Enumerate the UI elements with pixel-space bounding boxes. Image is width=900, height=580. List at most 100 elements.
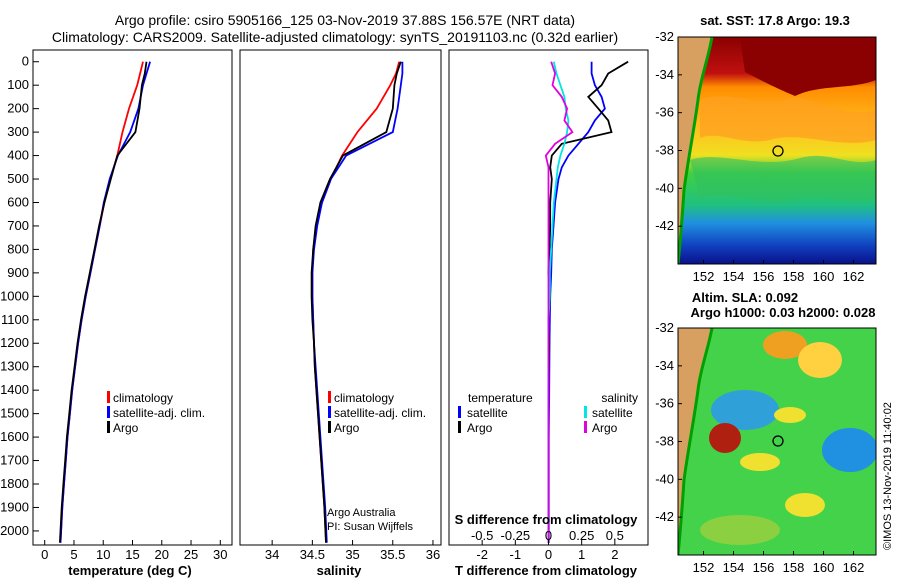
s-diff-tick-label: 0.25 xyxy=(569,528,594,543)
difference-legend-salinity: salinity satellite Argo xyxy=(584,391,638,435)
sla-anomaly xyxy=(763,331,807,359)
sla-anomaly xyxy=(740,453,780,471)
s-diff-tick-label: 0.5 xyxy=(606,528,624,543)
lat-tick-label: -34 xyxy=(655,67,674,82)
legend-swatch-t-argo xyxy=(458,421,461,433)
t-difference-xlabel: T difference from climatology xyxy=(455,563,638,578)
lat-tick-label: -36 xyxy=(655,396,674,411)
legend-swatch-argo xyxy=(328,421,331,433)
lon-tick-label: 156 xyxy=(753,560,775,575)
x-tick-label: 36 xyxy=(426,547,440,562)
series-line-satellite-adj-clim- xyxy=(59,61,151,543)
x-tick-label: 5 xyxy=(70,547,77,562)
s-diff-tick-label: -0.25 xyxy=(501,528,531,543)
sst-map: sat. SST: 17.8 Argo: 19.3 -32 -34 -36 -38 -4… xyxy=(655,13,877,284)
legend-label-argo: Argo xyxy=(334,421,360,435)
legend-title-temperature: temperature xyxy=(468,391,533,405)
legend-title-salinity: salinity xyxy=(601,391,638,405)
sla-anomaly xyxy=(822,428,876,472)
series-line-s-satellite xyxy=(547,61,570,543)
depth-tick-label: 200 xyxy=(7,101,29,116)
lon-tick-label: 160 xyxy=(813,269,835,284)
depth-tick-label: 1400 xyxy=(0,382,29,397)
imos-stamp: ©IMOS 13-Nov-2019 11:40:02 xyxy=(882,402,894,550)
legend-label-t-argo: Argo xyxy=(467,421,493,435)
x-tick-label: 35.5 xyxy=(380,547,405,562)
t-diff-tick-label: 0 xyxy=(545,547,552,562)
legend-label-climatology: climatology xyxy=(334,391,394,405)
depth-tick-label: 1000 xyxy=(0,288,29,303)
salinity-series xyxy=(310,61,404,543)
salinity-x-ticks: 34 34.5 35 35.5 36 xyxy=(265,540,440,562)
sst-front xyxy=(700,96,876,143)
credit-line-1: Argo Australia xyxy=(327,507,396,519)
x-tick-label: 10 xyxy=(96,547,110,562)
x-tick-label: 25 xyxy=(184,547,198,562)
x-tick-label: 15 xyxy=(125,547,139,562)
legend-swatch-s-satellite xyxy=(584,406,587,418)
lon-tick-label: 156 xyxy=(753,269,775,284)
depth-tick-label: 1100 xyxy=(1,312,29,327)
depth-tick-label: 1300 xyxy=(0,359,29,374)
series-line-argo xyxy=(310,61,402,543)
sla-anomaly xyxy=(709,423,741,453)
lon-tick-label: 154 xyxy=(723,560,745,575)
lat-tick-label: -38 xyxy=(655,434,674,449)
depth-tick-label: 300 xyxy=(7,124,29,139)
depth-tick-label: 2000 xyxy=(0,523,29,538)
depth-tick-label: 1700 xyxy=(0,453,29,468)
legend-swatch-t-satellite xyxy=(458,406,461,418)
lon-tick-label: 158 xyxy=(783,269,805,284)
sst-float-marker xyxy=(772,145,784,157)
sla-anomaly xyxy=(785,493,825,517)
x-tick-label: 30 xyxy=(213,547,227,562)
depth-tick-label: 1900 xyxy=(0,499,29,514)
legend-label-satellite: satellite-adj. clim. xyxy=(334,406,426,420)
s-diff-tick-label: 0 xyxy=(545,528,552,543)
legend-swatch-satellite xyxy=(328,406,331,418)
lon-tick-label: 162 xyxy=(843,269,865,284)
sla-anomaly xyxy=(774,407,806,423)
x-tick-label: 34 xyxy=(265,547,279,562)
depth-tick-label: 700 xyxy=(7,218,29,233)
sla-coastline xyxy=(678,328,714,555)
salinity-plot-frame xyxy=(239,49,442,546)
depth-tick-label: 0 xyxy=(22,54,29,69)
series-line-s-argo xyxy=(544,61,574,543)
t-diff-tick-label: -2 xyxy=(476,547,488,562)
depth-tick-label: 800 xyxy=(7,241,29,256)
series-line-argo xyxy=(59,61,148,543)
series-line-t-satellite xyxy=(547,61,606,543)
sla-map-axes: -32 -34 -36 -38 -40 -42 152 154 156 158 160 162 xyxy=(655,320,864,575)
legend-swatch-argo xyxy=(107,421,110,433)
lat-tick-label: -42 xyxy=(655,218,674,233)
temperature-panel: 0 5 10 15 20 25 30 temperature (deg C) climato… xyxy=(32,49,233,578)
sst-map-title: sat. SST: 17.8 Argo: 19.3 xyxy=(700,13,850,28)
sla-anomaly xyxy=(798,342,842,378)
title-line-1: Argo profile: csiro 5905166_125 03-Nov-2… xyxy=(115,12,575,28)
depth-tick-label: 500 xyxy=(7,171,29,186)
depth-tick-label: 1500 xyxy=(0,406,29,421)
series-line-climatology xyxy=(311,61,401,543)
t-diff-tick-label: 1 xyxy=(578,547,585,562)
s-diff-tick-label: -0.5 xyxy=(471,528,493,543)
t-diff-tick-label: -1 xyxy=(510,547,522,562)
depth-tick-label: 900 xyxy=(7,265,29,280)
sst-mid-band xyxy=(690,155,876,202)
sla-map: Altim. SLA: 0.092 Argo h1000: 0.03 h2000… xyxy=(655,290,877,575)
difference-panel: -2 -1 0 1 2 -0.5 -0.25 0 0.25 0.5 S difference fr… xyxy=(448,49,649,578)
sla-map-title-1: Altim. SLA: 0.092 xyxy=(692,290,798,305)
legend-swatch-s-argo xyxy=(584,421,587,433)
title-line-2: Climatology: CARS2009. Satellite-adjuste… xyxy=(52,29,618,45)
sla-anomaly xyxy=(700,515,780,545)
lon-tick-label: 160 xyxy=(813,560,835,575)
lon-tick-label: 152 xyxy=(693,560,715,575)
salinity-legend: climatology satellite-adj. clim. Argo xyxy=(328,391,426,435)
lon-tick-label: 162 xyxy=(843,560,865,575)
s-difference-label: S difference from climatology xyxy=(455,512,639,527)
t-diff-tick-label: 2 xyxy=(611,547,618,562)
difference-x-ticks: -2 -1 0 1 2 -0.5 -0.25 0 0.25 0.5 xyxy=(471,528,624,562)
x-tick-label: 34.5 xyxy=(300,547,325,562)
sst-coastline xyxy=(678,37,714,264)
